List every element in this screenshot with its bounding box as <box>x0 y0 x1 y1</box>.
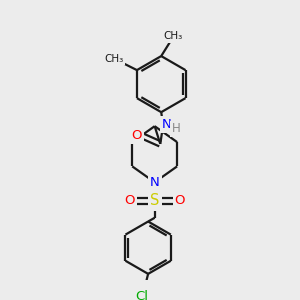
Text: CH₃: CH₃ <box>164 32 183 41</box>
Text: CH₃: CH₃ <box>104 54 123 64</box>
Text: H: H <box>172 122 181 136</box>
Text: O: O <box>175 194 185 208</box>
Text: Cl: Cl <box>135 290 148 300</box>
Text: N: N <box>162 118 172 131</box>
Text: S: S <box>150 194 159 208</box>
Text: O: O <box>124 194 135 208</box>
Text: N: N <box>150 176 160 189</box>
Text: O: O <box>132 129 142 142</box>
